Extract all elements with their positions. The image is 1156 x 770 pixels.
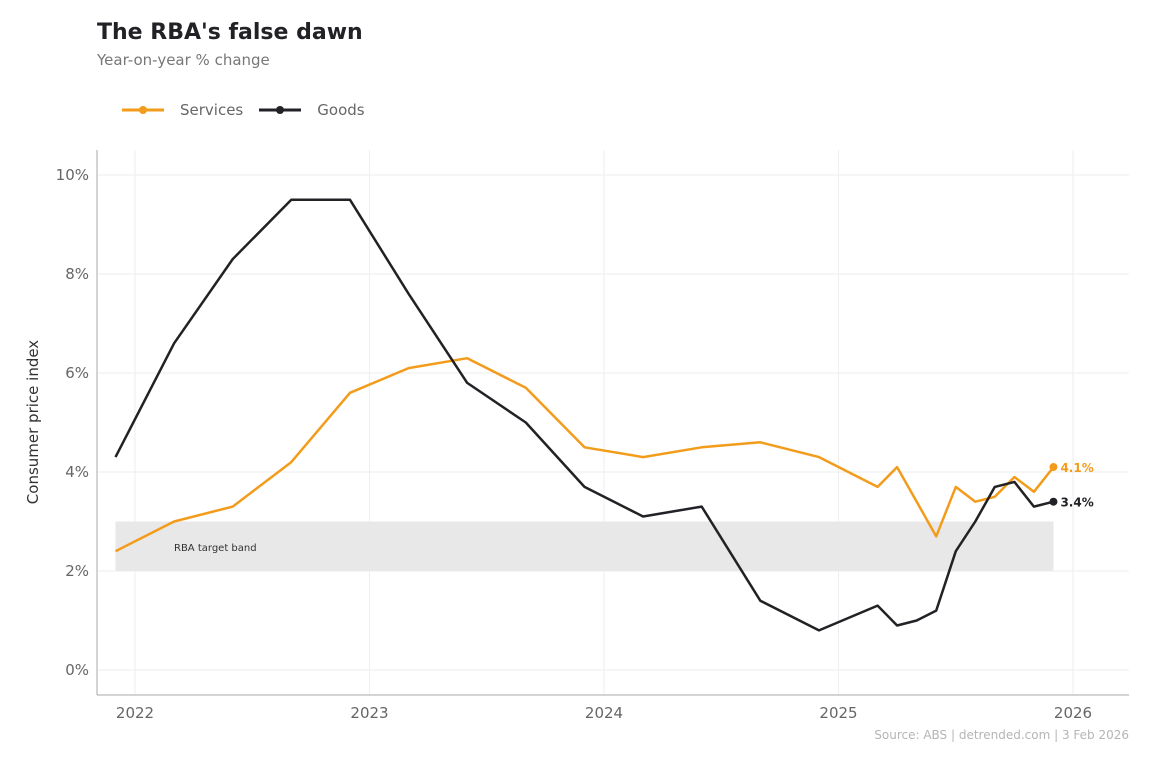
x-tick-label: 2024	[585, 704, 623, 722]
legend-label-services: Services	[180, 101, 244, 119]
series-line-goods	[114, 198, 1054, 632]
chart-subtitle: Year-on-year % change	[97, 51, 270, 69]
x-tick-label: 2023	[350, 704, 388, 722]
y-axis-title: Consumer price index	[24, 340, 42, 505]
end-point-services	[1049, 463, 1058, 472]
y-tick-label: 8%	[65, 265, 89, 283]
y-tick-label: 0%	[65, 661, 89, 679]
end-label-services: 4.1%	[1060, 461, 1093, 475]
source-caption: Source: ABS | detrended.com | 3 Feb 2026	[874, 728, 1129, 742]
end-point-goods	[1049, 497, 1058, 506]
x-tick-label: 2025	[819, 704, 857, 722]
series-line-services	[114, 356, 1055, 553]
x-tick-label: 2022	[116, 704, 154, 722]
legend-key-goods	[259, 106, 302, 114]
chart-title: The RBA's false dawn	[97, 20, 363, 45]
target-band	[115, 521, 1054, 571]
y-tick-label: 6%	[65, 364, 89, 382]
target-band-label: RBA target band	[174, 543, 257, 554]
end-label-goods: 3.4%	[1060, 496, 1093, 510]
legend-key-services	[122, 106, 164, 114]
y-tick-label: 4%	[65, 463, 89, 481]
y-tick-label: 10%	[56, 166, 89, 184]
legend-label-goods: Goods	[317, 101, 365, 119]
legend: Services Goods	[120, 100, 379, 120]
y-tick-label: 2%	[65, 562, 89, 580]
x-tick-label: 2026	[1054, 704, 1092, 722]
